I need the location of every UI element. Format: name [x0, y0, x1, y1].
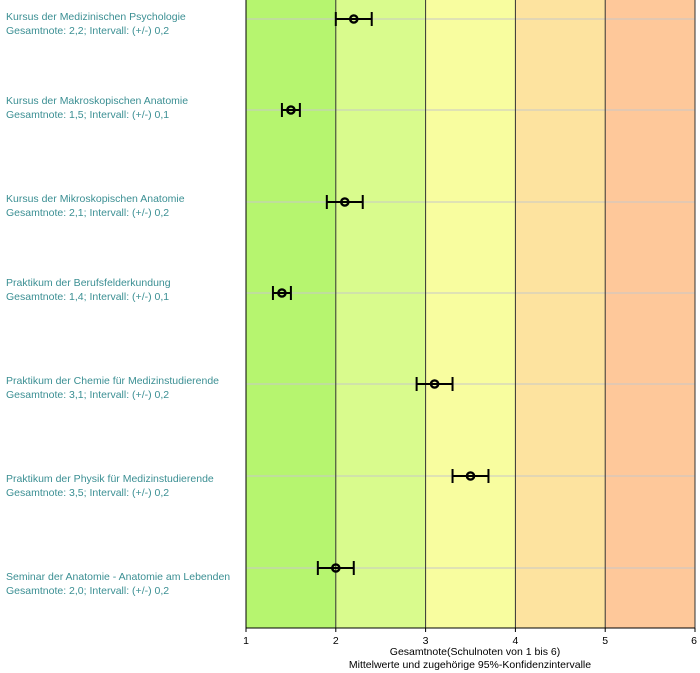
course-labels: Kursus der Medizinischen Psychologie Gesa…: [6, 11, 230, 597]
grade-band-2: [335, 0, 426, 628]
x-tick-label-3: 3: [423, 635, 429, 647]
mean-point-4: [277, 288, 287, 298]
course-grade-2: Gesamtnote: 1,5; Intervall: (+/-) 0,1: [6, 109, 169, 121]
course-label-4: Praktikum der Berufsfelderkundung: [6, 277, 171, 289]
mean-point-6: [465, 471, 476, 481]
course-grade-5: Gesamtnote: 3,1; Intervall: (+/-) 0,2: [6, 389, 169, 401]
data-marks: [271, 12, 490, 575]
mean-point-2: [286, 105, 296, 115]
course-label-3: Kursus der Mikroskopischen Anatomie: [6, 193, 185, 205]
x-tick-label-4: 4: [512, 635, 518, 647]
course-label-1: Kursus der Medizinischen Psychologie: [6, 11, 186, 23]
mean-point-1: [348, 14, 359, 24]
mean-point-5: [429, 379, 440, 389]
course-label-2: Kursus der Makroskopischen Anatomie: [6, 95, 188, 107]
course-label-7: Seminar der Anatomie - Anatomie am Leben…: [6, 571, 230, 583]
grade-band-5: [605, 0, 695, 628]
x-tick-label-6: 6: [691, 635, 697, 647]
grade-band-1: [246, 0, 336, 628]
course-label-5: Praktikum der Chemie für Medizinstudiere…: [6, 375, 219, 387]
x-tick-label-1: 1: [243, 635, 249, 647]
course-grade-3: Gesamtnote: 2,1; Intervall: (+/-) 0,2: [6, 207, 169, 219]
grade-gridlines: [245, 0, 696, 628]
mean-point-3: [339, 197, 350, 207]
grade-bands: [246, 0, 695, 628]
mean-point-7: [330, 563, 341, 573]
course-grade-7: Gesamtnote: 2,0; Intervall: (+/-) 0,2: [6, 585, 169, 597]
x-axis: 1 2 3 4 5 6: [243, 0, 697, 647]
chart-subtitle: Mittelwerte und zugehörige 95%-Konfidenz…: [349, 659, 591, 671]
course-grade-6: Gesamtnote: 3,5; Intervall: (+/-) 0,2: [6, 487, 169, 499]
x-tick-label-5: 5: [602, 635, 608, 647]
course-label-6: Praktikum der Physik für Medizinstudiere…: [6, 473, 214, 485]
course-grade-4: Gesamtnote: 1,4; Intervall: (+/-) 0,1: [6, 291, 169, 303]
x-axis-title: Gesamtnote(Schulnoten von 1 bis 6): [390, 646, 560, 658]
course-grade-1: Gesamtnote: 2,2; Intervall: (+/-) 0,2: [6, 25, 169, 37]
grade-band-4: [515, 0, 606, 628]
x-tick-label-2: 2: [333, 635, 339, 647]
grade-band-3: [425, 0, 516, 628]
